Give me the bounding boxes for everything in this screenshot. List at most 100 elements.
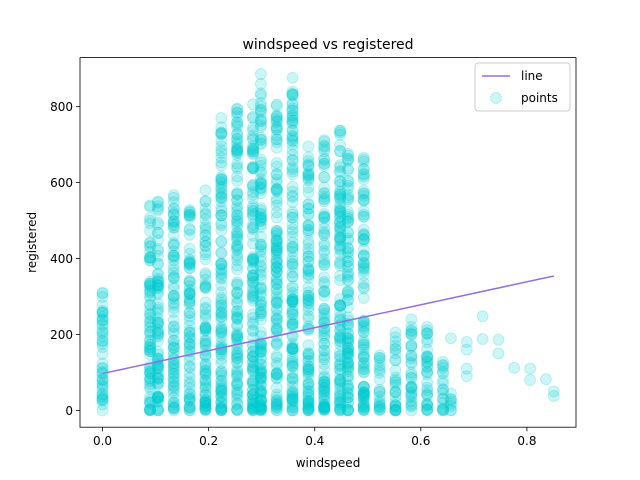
data-point (167, 387, 180, 400)
data-point (254, 177, 267, 190)
data-point (302, 289, 315, 302)
data-point (357, 398, 370, 411)
data-point (342, 357, 354, 370)
data-point (215, 147, 228, 160)
data-point (342, 216, 354, 229)
data-point (334, 353, 347, 366)
data-point (231, 132, 244, 145)
data-point (286, 342, 299, 355)
data-point (318, 157, 331, 170)
legend-box (474, 62, 571, 112)
data-point (151, 327, 164, 340)
data-point (215, 297, 228, 310)
data-point (318, 309, 331, 322)
data-point (270, 234, 283, 247)
data-point (302, 262, 315, 275)
data-point (389, 353, 402, 366)
data-point (302, 404, 315, 417)
data-point (199, 280, 212, 293)
data-point (254, 363, 267, 376)
data-point (342, 255, 354, 268)
data-point (421, 365, 434, 378)
data-point (167, 399, 180, 412)
data-point (302, 339, 315, 352)
data-point (231, 143, 244, 156)
data-point (96, 383, 109, 396)
data-point (334, 165, 347, 178)
data-point (286, 303, 299, 316)
data-point (342, 361, 354, 374)
data-point (270, 112, 283, 125)
data-point (96, 387, 109, 400)
data-point (167, 229, 180, 242)
data-point (270, 291, 283, 304)
data-point (342, 404, 354, 417)
data-point (231, 144, 244, 157)
data-point (231, 174, 244, 187)
data-point (96, 340, 109, 353)
data-point (246, 404, 259, 417)
data-point (183, 330, 196, 343)
data-point (270, 283, 283, 296)
data-point (215, 195, 228, 208)
data-point (199, 321, 212, 334)
data-point (286, 257, 299, 270)
data-point (151, 257, 164, 270)
data-point (405, 395, 418, 408)
data-point (96, 327, 109, 340)
data-point (302, 397, 315, 410)
data-point (144, 214, 157, 227)
data-point (421, 326, 434, 339)
data-point (167, 254, 180, 267)
data-point (286, 401, 299, 414)
data-point (270, 265, 283, 278)
x-axis: 0.0 0.2 0.4 0.6 0.8 (93, 427, 536, 448)
data-point (405, 324, 418, 337)
data-point (286, 295, 299, 308)
data-point (231, 214, 244, 227)
data-point (421, 350, 434, 363)
data-point (231, 378, 244, 391)
data-point (437, 365, 450, 378)
data-point (334, 248, 347, 261)
data-point (231, 170, 244, 183)
data-point (318, 226, 331, 239)
data-point (199, 229, 212, 242)
data-point (246, 253, 259, 266)
data-point (270, 367, 283, 380)
data-point (302, 363, 315, 376)
data-point (183, 210, 196, 223)
data-point (405, 381, 418, 394)
data-point (246, 394, 259, 407)
data-point (270, 195, 283, 208)
data-point (302, 237, 315, 250)
data-point (318, 187, 331, 200)
data-point (334, 338, 347, 351)
data-point (342, 215, 354, 228)
data-point (405, 399, 418, 412)
data-point (342, 259, 354, 272)
data-point (231, 377, 244, 390)
data-point (183, 280, 196, 293)
data-point (286, 376, 299, 389)
data-point (334, 244, 347, 256)
data-point (231, 367, 244, 380)
data-point (96, 362, 109, 375)
data-point (254, 133, 267, 146)
data-point (254, 283, 267, 296)
data-point (254, 353, 267, 366)
data-point (270, 234, 283, 247)
data-point (151, 391, 164, 404)
data-point (357, 170, 370, 183)
data-point (144, 367, 157, 380)
data-point (254, 176, 267, 189)
data-point (167, 314, 180, 327)
data-point (373, 364, 386, 377)
data-point (302, 304, 315, 317)
data-point (231, 286, 244, 299)
data-point (342, 273, 354, 286)
data-point (286, 357, 299, 370)
data-point (246, 132, 259, 145)
data-point (342, 404, 354, 417)
data-point (334, 242, 347, 255)
